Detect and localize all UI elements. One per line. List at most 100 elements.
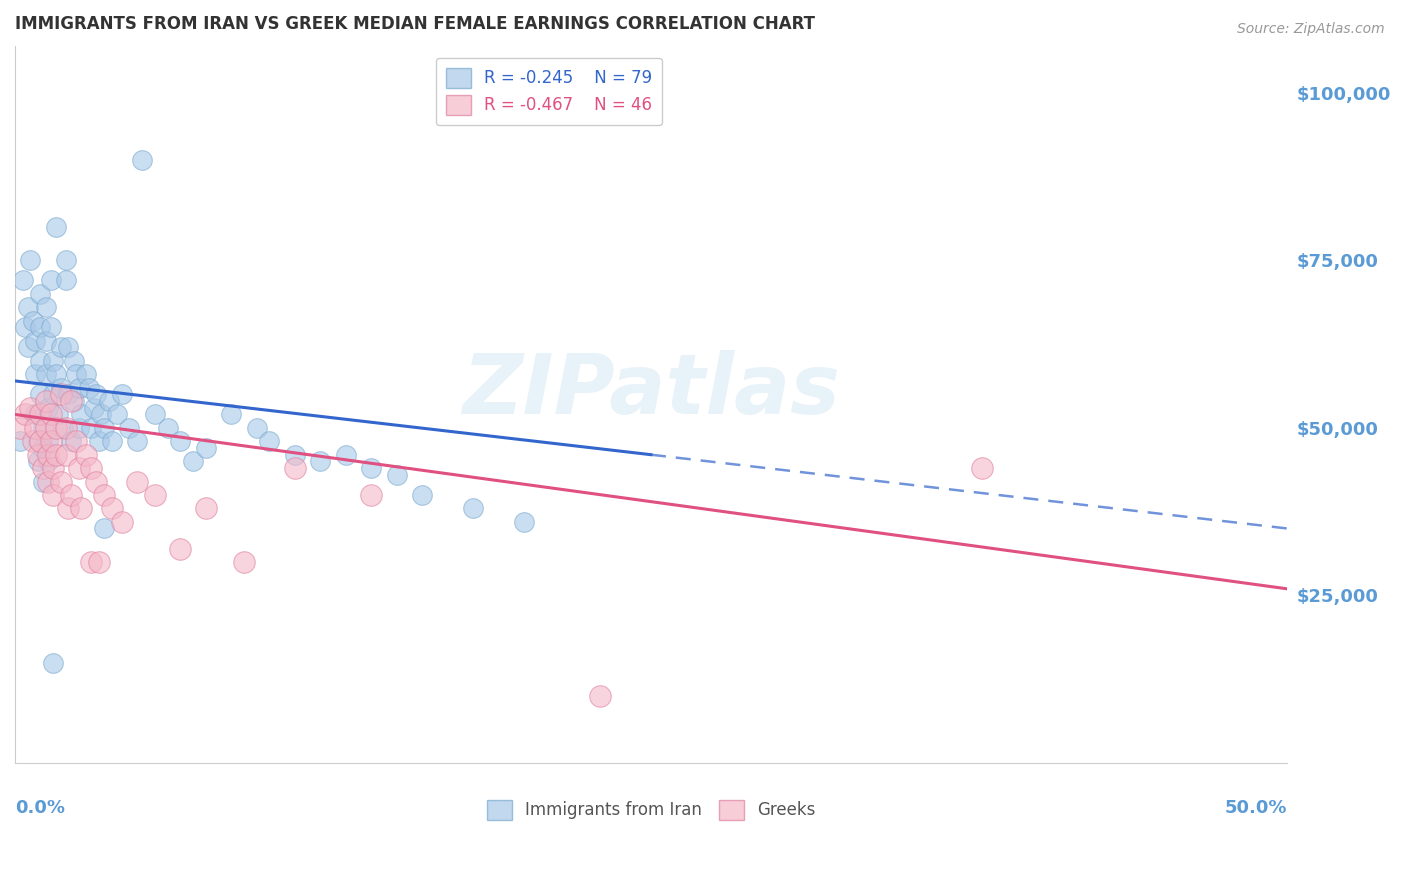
Point <box>30 320 52 334</box>
Point <box>14 320 37 334</box>
Point <box>49 387 72 401</box>
Point <box>55 273 77 287</box>
Point <box>284 448 307 462</box>
Point <box>55 253 77 268</box>
Text: ZIPatlas: ZIPatlas <box>463 350 839 431</box>
Point <box>259 434 281 449</box>
Point <box>32 441 55 455</box>
Point <box>55 448 77 462</box>
Point <box>309 454 332 468</box>
Point <box>62 353 84 368</box>
Point <box>42 488 65 502</box>
Point <box>39 434 62 449</box>
Point <box>411 488 433 502</box>
Point <box>90 408 112 422</box>
Point <box>34 368 56 382</box>
Point <box>52 421 75 435</box>
Point <box>62 394 84 409</box>
Point <box>169 434 191 449</box>
Point <box>143 408 166 422</box>
Text: 0.0%: 0.0% <box>15 799 65 817</box>
Point <box>46 408 69 422</box>
Point <box>45 421 67 435</box>
Point <box>21 313 44 327</box>
Point <box>42 387 65 401</box>
Point <box>8 434 31 449</box>
Point <box>30 434 52 449</box>
Point <box>98 394 121 409</box>
Point <box>93 488 115 502</box>
Point <box>42 656 65 670</box>
Point <box>70 501 93 516</box>
Point <box>219 408 242 422</box>
Point <box>67 421 90 435</box>
Point <box>14 408 37 422</box>
Point <box>80 555 103 569</box>
Point <box>181 454 204 468</box>
Point <box>233 555 256 569</box>
Point <box>83 401 105 415</box>
Point <box>42 353 65 368</box>
Point <box>30 387 52 401</box>
Point <box>111 515 134 529</box>
Point <box>45 368 67 382</box>
Point <box>246 421 269 435</box>
Point <box>34 421 56 435</box>
Text: Source: ZipAtlas.com: Source: ZipAtlas.com <box>1237 22 1385 37</box>
Point <box>27 448 49 462</box>
Point <box>156 421 179 435</box>
Point <box>58 501 80 516</box>
Point <box>17 340 39 354</box>
Point <box>589 689 612 703</box>
Point <box>87 434 110 449</box>
Point <box>86 475 108 489</box>
Point <box>87 555 110 569</box>
Point <box>194 441 217 455</box>
Point <box>30 286 52 301</box>
Point <box>75 368 97 382</box>
Point <box>20 253 42 268</box>
Point <box>30 408 52 422</box>
Text: IMMIGRANTS FROM IRAN VS GREEK MEDIAN FEMALE EARNINGS CORRELATION CHART: IMMIGRANTS FROM IRAN VS GREEK MEDIAN FEM… <box>15 15 815 33</box>
Point <box>32 461 55 475</box>
Point <box>67 381 90 395</box>
Point <box>37 475 59 489</box>
Point <box>59 434 82 449</box>
Point <box>45 219 67 234</box>
Point <box>360 488 382 502</box>
Point <box>58 340 80 354</box>
Point <box>80 421 103 435</box>
Point <box>127 434 149 449</box>
Point <box>42 461 65 475</box>
Point <box>34 334 56 348</box>
Point <box>194 501 217 516</box>
Point <box>143 488 166 502</box>
Point <box>75 448 97 462</box>
Point <box>30 353 52 368</box>
Point <box>37 401 59 415</box>
Point <box>65 368 87 382</box>
Point <box>59 488 82 502</box>
Point <box>27 454 49 468</box>
Point <box>86 387 108 401</box>
Point <box>131 153 153 167</box>
Point <box>24 368 46 382</box>
Point <box>360 461 382 475</box>
Point <box>39 273 62 287</box>
Point <box>49 475 72 489</box>
Point <box>77 381 100 395</box>
Text: 50.0%: 50.0% <box>1225 799 1286 817</box>
Point <box>385 467 408 482</box>
Point <box>93 421 115 435</box>
Point <box>70 408 93 422</box>
Point <box>34 300 56 314</box>
Point <box>118 421 141 435</box>
Point <box>58 387 80 401</box>
Point <box>67 461 90 475</box>
Point <box>39 408 62 422</box>
Point <box>49 381 72 395</box>
Point <box>27 434 49 449</box>
Point <box>461 501 484 516</box>
Point <box>24 408 46 422</box>
Point <box>17 300 39 314</box>
